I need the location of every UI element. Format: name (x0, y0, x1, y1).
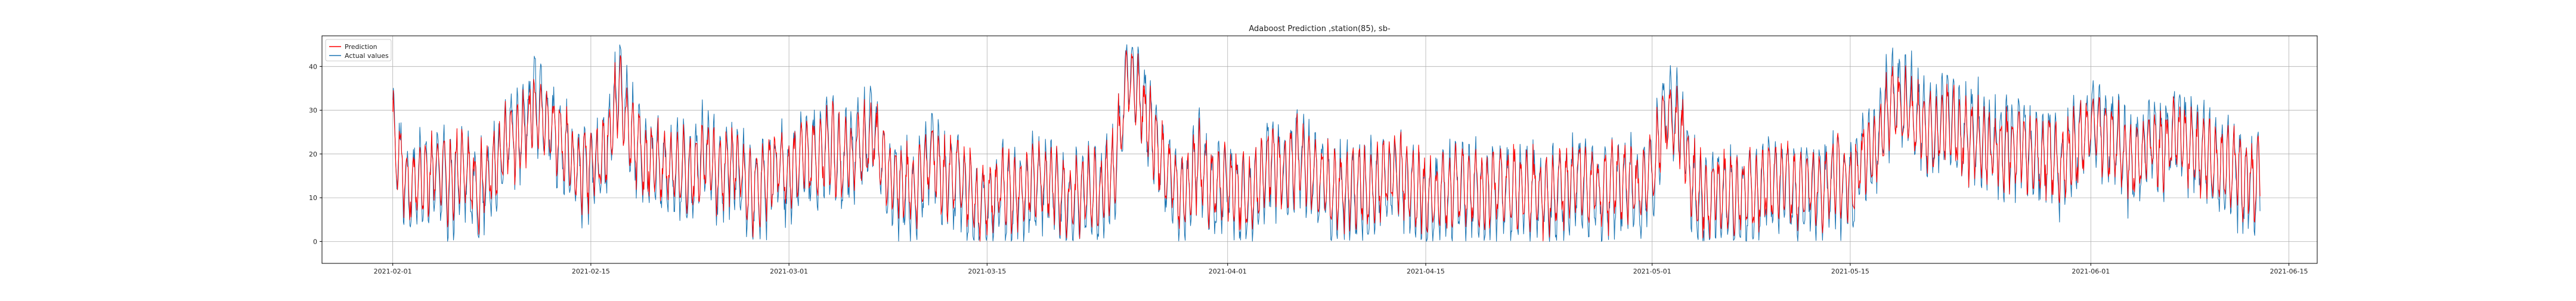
chart-title: Adaboost Prediction ,station(85), sb- (1249, 24, 1391, 33)
x-tick-label: 2021-02-15 (572, 268, 610, 275)
legend-label-prediction: Prediction (345, 43, 377, 51)
y-axis: 0 10 20 30 40 (309, 63, 322, 245)
series-lines (392, 44, 2261, 242)
x-tick-label: 2021-05-15 (1831, 268, 1869, 275)
series-line-prediction (392, 50, 2261, 242)
y-tick-label: 40 (309, 63, 317, 70)
x-axis: 2021-02-01 2021-02-15 2021-03-01 2021-03-15… (374, 263, 2308, 275)
y-tick-label: 0 (313, 238, 317, 245)
y-tick-label: 10 (309, 194, 317, 202)
x-tick-label: 2021-04-01 (1209, 268, 1247, 275)
x-tick-label: 2021-02-01 (374, 268, 412, 275)
x-tick-label: 2021-03-01 (770, 268, 808, 275)
y-tick-label: 30 (309, 107, 317, 115)
legend-label-actual: Actual values (345, 52, 389, 60)
x-tick-label: 2021-06-15 (2270, 268, 2308, 275)
legend: Prediction Actual values (325, 39, 392, 62)
x-tick-label: 2021-06-01 (2072, 268, 2110, 275)
legend-box (325, 39, 392, 62)
y-tick-label: 20 (309, 150, 317, 158)
plot-frame (321, 35, 2318, 264)
x-tick-label: 2021-05-01 (1633, 268, 1671, 275)
x-tick-label: 2021-03-15 (968, 268, 1006, 275)
x-tick-label: 2021-04-15 (1407, 268, 1445, 275)
